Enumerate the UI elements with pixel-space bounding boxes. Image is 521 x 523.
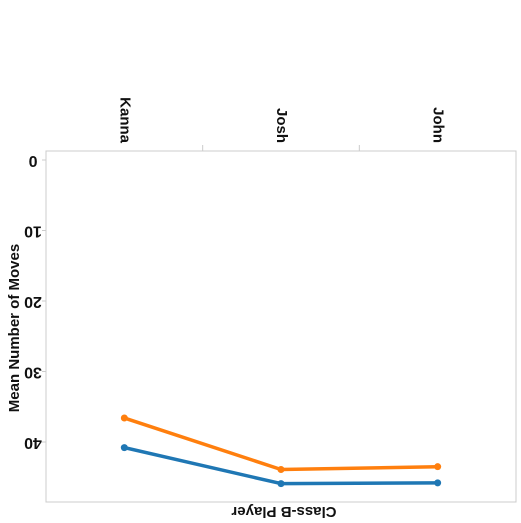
series-1-point: [434, 479, 442, 487]
y-tick-labels: 0 10 20 30 40: [24, 152, 46, 451]
category-label: Kanna: [116, 97, 133, 144]
series-2-point: [277, 465, 285, 473]
series-1-point: [120, 444, 128, 452]
x-axis-title: Class-B Player: [231, 503, 336, 520]
series-2-point: [434, 463, 442, 471]
y-tick-label: 10: [24, 222, 42, 239]
category-ticks: [202, 145, 360, 151]
y-tick-label: 0: [28, 152, 37, 169]
series-2-line: [122, 416, 440, 472]
series-1-line: [122, 445, 440, 486]
category-labels: John Josh Kanna: [116, 97, 446, 144]
y-tick-label: 30: [24, 363, 42, 380]
category-label: Josh: [273, 108, 290, 143]
series-1-point: [277, 480, 285, 488]
y-tick-label: 40: [24, 434, 42, 451]
y-tick-label: 20: [24, 293, 42, 310]
series-2-point: [120, 414, 128, 422]
series-layer: [120, 414, 442, 488]
plot-area-border: [45, 150, 517, 503]
category-label: John: [430, 107, 447, 143]
y-axis-title: Mean Number of Moves: [6, 244, 23, 412]
